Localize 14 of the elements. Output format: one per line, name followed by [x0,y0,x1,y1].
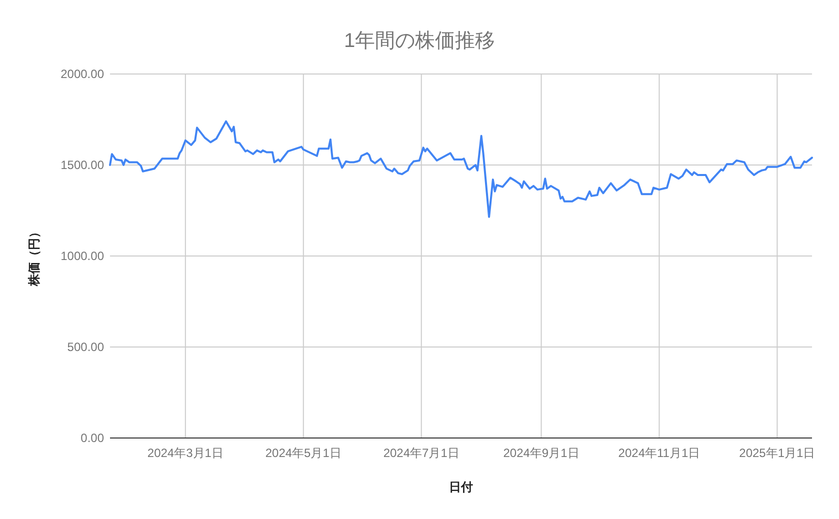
x-axis-title: 日付 [449,480,473,494]
y-axis-title: 株価（円） [27,226,41,286]
y-tick-label: 1500.00 [60,158,104,172]
x-tick-label: 2024年5月1日 [265,446,342,460]
y-tick-label: 500.00 [67,340,104,354]
y-tick-label: 2000.00 [60,67,104,81]
x-tick-label: 2024年7月1日 [383,446,460,460]
title: 1年間の株価推移 [344,30,496,52]
x-tick-label: 2024年9月1日 [503,446,580,460]
x-tick-label: 2024年3月1日 [147,446,224,460]
x-tick-label: 2025年1月1日 [739,446,816,460]
x-tick-label: 2024年11月1日 [618,446,700,460]
y-tick-label: 1000.00 [60,249,104,263]
y-tick-label: 0.00 [80,431,104,445]
